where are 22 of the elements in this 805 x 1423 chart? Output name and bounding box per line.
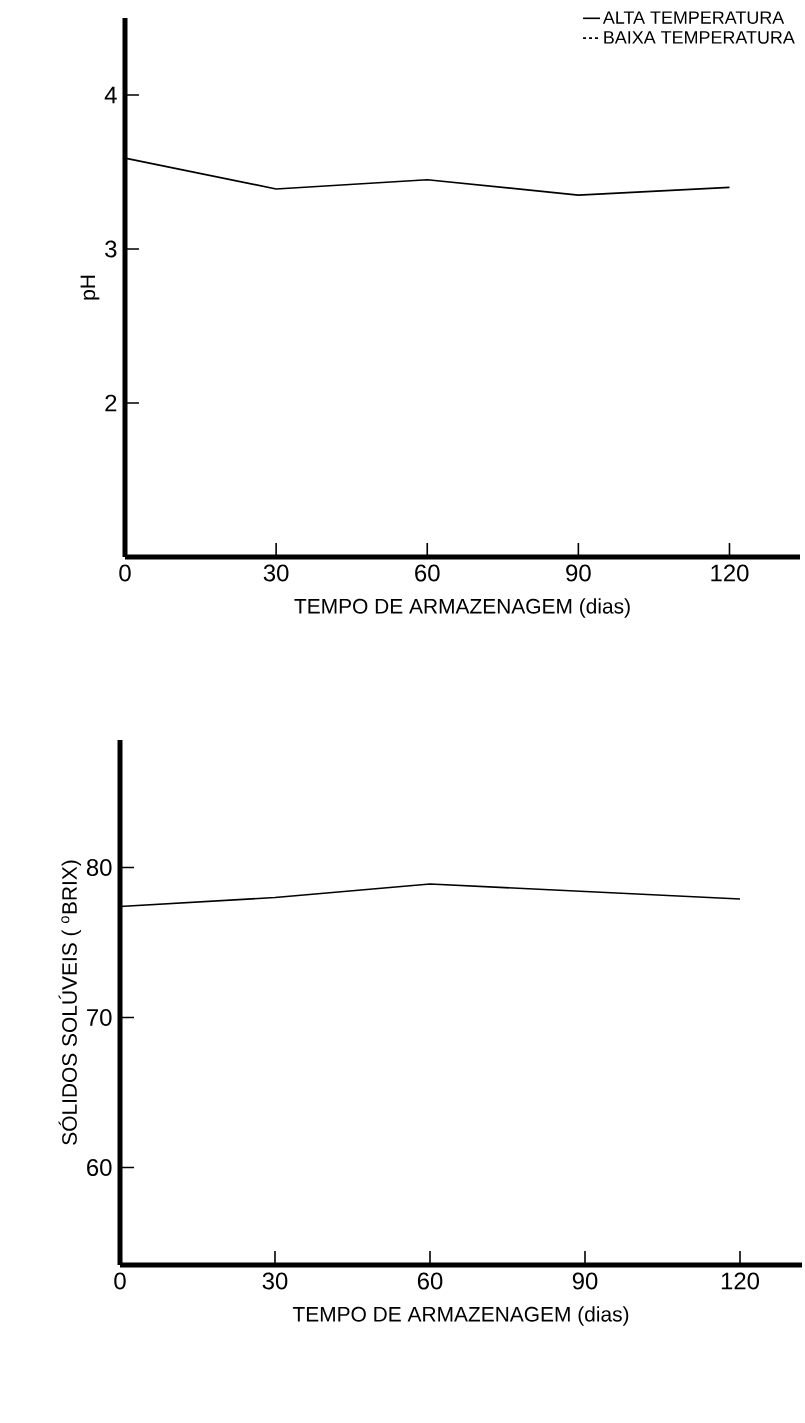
- legend-label: ALTA TEMPERATURA: [602, 11, 785, 24]
- y-axis-title: pH: [80, 275, 100, 300]
- x-tick-label: 60: [415, 564, 440, 582]
- x-axis-title: TEMPO DE ARMAZENAGEM (dias): [294, 598, 630, 618]
- legend-label: BAIXA TEMPERATURA: [604, 31, 795, 44]
- y-tick-label: 2: [105, 394, 117, 412]
- x-tick-label: 120: [711, 564, 749, 582]
- x-tick-label: 0: [114, 1272, 126, 1290]
- x-tick-label: 60: [417, 1272, 443, 1290]
- y-tick-label: 4: [104, 86, 117, 104]
- y-tick-label: 70: [87, 1009, 112, 1026]
- x-tick-label: 30: [263, 564, 289, 582]
- y-tick-label: 80: [86, 859, 112, 876]
- x-tick-label: 30: [262, 1272, 288, 1290]
- x-tick-label: 90: [566, 564, 591, 582]
- x-tick-label: 0: [119, 564, 131, 582]
- x-tick-label: 90: [572, 1272, 598, 1290]
- x-tick-label: 120: [721, 1272, 760, 1290]
- y-tick-label: 3: [105, 240, 117, 258]
- x-axis-title: TEMPO DE ARMAZENAGEM (dias): [292, 1306, 629, 1326]
- y-tick-label: 60: [87, 1159, 112, 1176]
- y-axis-title: SÓLIDOS SOLÚVEIS ( $^{o}$BRIX): [58, 860, 82, 1145]
